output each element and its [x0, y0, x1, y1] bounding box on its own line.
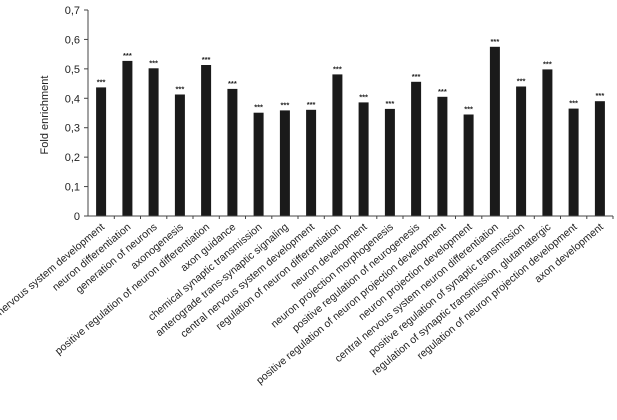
- significance-label: ***: [412, 72, 421, 81]
- significance-annotations: *** *** *** *** *** *** *** *** *** *** *** *** *** *…: [97, 37, 605, 114]
- bars: [96, 46, 605, 217]
- bar: [279, 110, 290, 216]
- bar: [411, 81, 422, 216]
- y-tick-label: 0,6: [65, 34, 80, 46]
- significance-label: ***: [491, 37, 500, 46]
- bar: [542, 69, 553, 217]
- significance-label: ***: [307, 100, 316, 109]
- bar: [96, 87, 107, 217]
- bar: [516, 86, 527, 216]
- bar: [489, 46, 500, 216]
- significance-label: ***: [543, 59, 552, 68]
- bar: [437, 96, 448, 216]
- y-tick-label: 0,5: [65, 64, 80, 76]
- significance-label: ***: [149, 58, 158, 67]
- bar: [174, 94, 185, 216]
- bar: [227, 88, 238, 216]
- bar: [148, 68, 159, 216]
- significance-label: ***: [569, 99, 578, 108]
- significance-label: ***: [333, 64, 342, 73]
- bar: [306, 109, 317, 216]
- significance-label: ***: [176, 85, 185, 94]
- significance-label: ***: [228, 79, 237, 88]
- bar: [122, 60, 133, 217]
- y-tick-label: 0,2: [65, 152, 80, 164]
- bar: [253, 112, 264, 216]
- y-tick-label: 0,7: [65, 5, 80, 17]
- y-tick-label: 0,4: [65, 93, 80, 105]
- bar: [332, 74, 343, 217]
- y-axis-title: Fold enrichment: [39, 76, 51, 155]
- significance-label: ***: [254, 103, 263, 112]
- significance-label: ***: [596, 91, 605, 100]
- category-label: nervous system development: [0, 221, 107, 318]
- bar: [358, 102, 369, 216]
- significance-label: ***: [97, 77, 106, 86]
- bar: [568, 108, 579, 216]
- y-tick-label: 0: [74, 211, 80, 223]
- bar: [594, 101, 605, 216]
- significance-label: ***: [517, 77, 526, 86]
- significance-label: ***: [386, 99, 395, 108]
- significance-label: ***: [123, 51, 132, 60]
- significance-label: ***: [281, 100, 290, 109]
- significance-label: ***: [464, 105, 473, 114]
- y-axis: 0 0,1 0,2 0,3 0,4 0,5 0,6 0,7: [65, 5, 89, 223]
- significance-label: ***: [202, 55, 211, 64]
- significance-label: ***: [359, 92, 368, 101]
- bar: [463, 114, 474, 216]
- y-tick-label: 0,1: [65, 182, 80, 194]
- bar: [201, 65, 212, 216]
- significance-label: ***: [438, 87, 447, 96]
- bar: [384, 108, 395, 216]
- y-tick-label: 0,3: [65, 123, 80, 135]
